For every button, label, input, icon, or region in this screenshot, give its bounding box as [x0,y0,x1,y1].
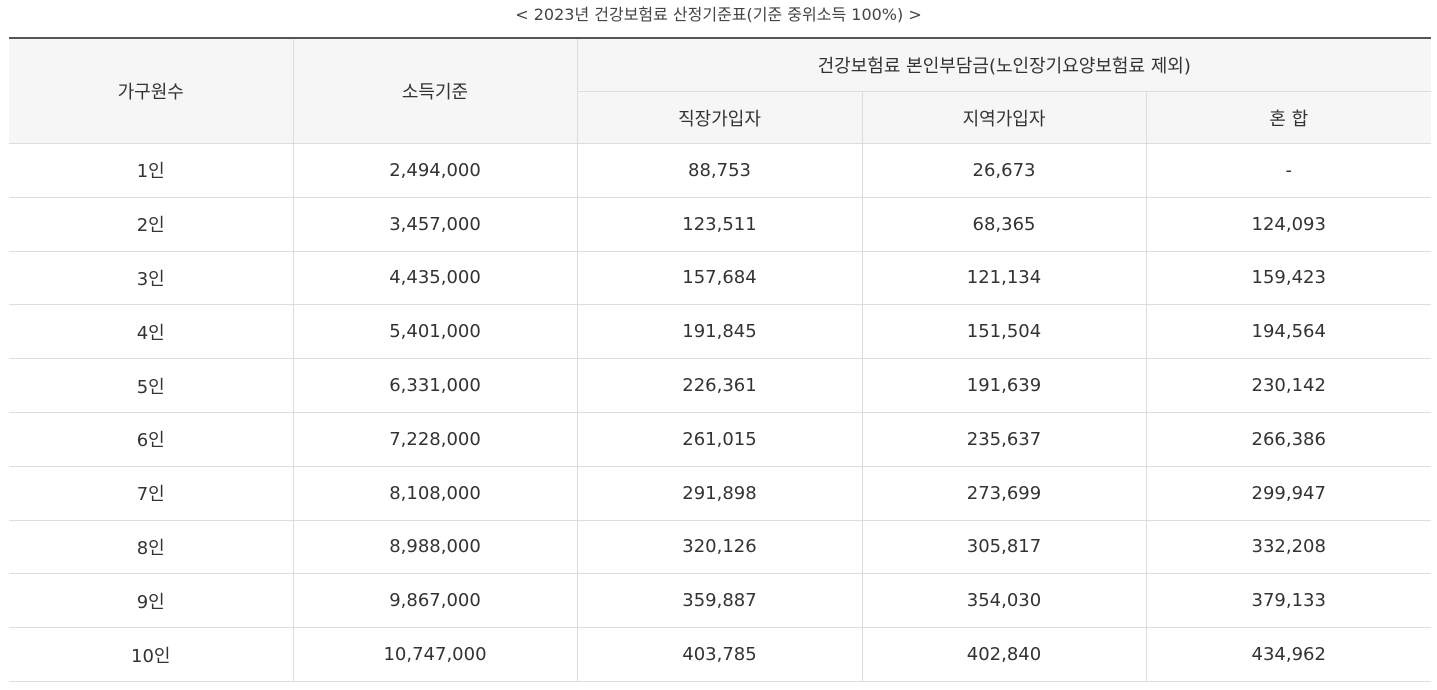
header-workplace: 직장가입자 [577,91,863,144]
cell-household: 9인 [9,573,294,629]
header-regional: 지역가입자 [861,91,1147,144]
cell-workplace: 403,785 [576,627,863,682]
table-row: 1인 2,494,000 88,753 26,673 - [9,143,1432,198]
cell-regional: 305,817 [861,519,1147,575]
cell-household: 3인 [9,250,294,306]
table-caption: < 2023년 건강보험료 산정기준표(기준 중위소득 100%) > [515,5,922,24]
header-row-top: 가구원수 소득기준 건강보험료 본인부담금(노인장기요양보험료 제외) [9,37,1432,144]
cell-household: 4인 [9,304,294,360]
cell-household: 10인 [9,627,294,682]
cell-household: 7인 [9,465,294,521]
table-row: 5인 6,331,000 226,361 191,639 230,142 [9,358,1432,413]
cell-workplace: 191,845 [576,304,863,360]
cell-income: 7,228,000 [292,411,578,467]
cell-mixed: 230,142 [1145,358,1432,413]
cell-household: 1인 [9,143,294,198]
cell-household: 5인 [9,358,294,413]
cell-income: 9,867,000 [292,573,578,629]
cell-income: 8,988,000 [292,519,578,575]
table-body: 1인 2,494,000 88,753 26,673 - 2인 3,457,00… [9,143,1432,682]
table-row: 7인 8,108,000 291,898 273,699 299,947 [9,465,1432,521]
cell-mixed: 332,208 [1145,519,1432,575]
header-income: 소득기준 [292,37,578,144]
table-row: 8인 8,988,000 320,126 305,817 332,208 [9,519,1432,575]
insurance-fee-table: 가구원수 소득기준 건강보험료 본인부담금(노인장기요양보험료 제외) 직장가입… [9,37,1432,682]
cell-income: 3,457,000 [292,196,578,252]
cell-income: 10,747,000 [292,627,578,682]
cell-workplace: 320,126 [576,519,863,575]
cell-workplace: 226,361 [576,358,863,413]
header-group: 건강보험료 본인부담금(노인장기요양보험료 제외) [576,37,1432,92]
cell-mixed: 434,962 [1145,627,1432,682]
cell-regional: 402,840 [861,627,1147,682]
header-mixed: 혼 합 [1145,91,1432,144]
cell-workplace: 291,898 [576,465,863,521]
cell-regional: 26,673 [861,143,1147,198]
cell-regional: 354,030 [861,573,1147,629]
cell-workplace: 157,684 [576,250,863,306]
cell-workplace: 88,753 [576,143,863,198]
table-row: 9인 9,867,000 359,887 354,030 379,133 [9,573,1432,629]
cell-mixed: 379,133 [1145,573,1432,629]
table-row: 3인 4,435,000 157,684 121,134 159,423 [9,250,1432,306]
cell-mixed: 124,093 [1145,196,1432,252]
cell-workplace: 359,887 [576,573,863,629]
cell-household: 6인 [9,411,294,467]
table-row: 6인 7,228,000 261,015 235,637 266,386 [9,411,1432,467]
cell-regional: 151,504 [861,304,1147,360]
cell-household: 8인 [9,519,294,575]
cell-mixed: 299,947 [1145,465,1432,521]
cell-workplace: 123,511 [576,196,863,252]
cell-mixed: 159,423 [1145,250,1432,306]
table-header: 가구원수 소득기준 건강보험료 본인부담금(노인장기요양보험료 제외) 직장가입… [9,37,1432,144]
table-row: 2인 3,457,000 123,511 68,365 124,093 [9,196,1432,252]
table-row: 10인 10,747,000 403,785 402,840 434,962 [9,627,1432,682]
cell-regional: 121,134 [861,250,1147,306]
cell-income: 6,331,000 [292,358,578,413]
header-household: 가구원수 [9,37,294,144]
cell-income: 2,494,000 [292,143,578,198]
cell-regional: 273,699 [861,465,1147,521]
cell-regional: 68,365 [861,196,1147,252]
cell-regional: 235,637 [861,411,1147,467]
cell-regional: 191,639 [861,358,1147,413]
cell-income: 5,401,000 [292,304,578,360]
cell-income: 8,108,000 [292,465,578,521]
cell-workplace: 261,015 [576,411,863,467]
cell-mixed: 194,564 [1145,304,1432,360]
table-row: 4인 5,401,000 191,845 151,504 194,564 [9,304,1432,360]
cell-mixed: 266,386 [1145,411,1432,467]
cell-income: 4,435,000 [292,250,578,306]
header-row-sub: 직장가입자 지역가입자 혼 합 [9,91,1432,144]
cell-household: 2인 [9,196,294,252]
cell-mixed: - [1145,143,1432,198]
